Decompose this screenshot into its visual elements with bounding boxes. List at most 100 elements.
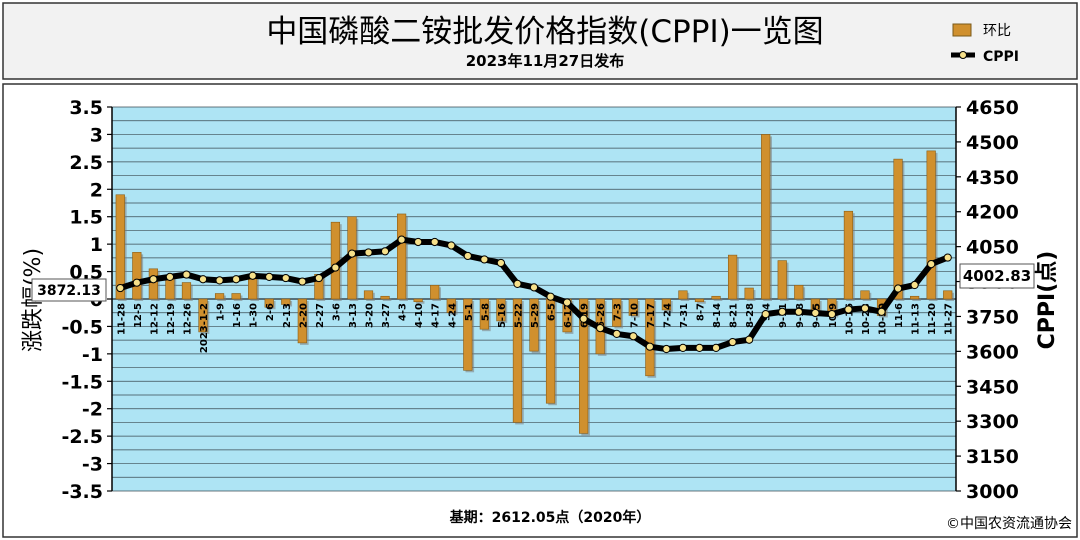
cppi-point bbox=[298, 277, 307, 286]
cppi-point bbox=[215, 276, 224, 285]
right-tick-label: 4350 bbox=[966, 167, 1019, 189]
right-tick-label: 3450 bbox=[966, 376, 1019, 398]
cppi-point bbox=[281, 273, 290, 283]
cppi-point bbox=[546, 292, 555, 301]
bar bbox=[281, 298, 291, 305]
right-axis-label: CPPI(点) bbox=[1034, 251, 1060, 350]
x-tick-label: 3-13 bbox=[348, 303, 359, 328]
legend-swatch-bar bbox=[952, 23, 972, 37]
x-tick-label: 4-17 bbox=[431, 303, 442, 328]
x-tick-labels: 11-28 12-5 12-12 12-19 12-26 2023-1-2 1-9 1-16 1… bbox=[116, 303, 954, 353]
publish-date: 2023年11月27日发布 bbox=[466, 52, 625, 70]
left-tick-label: 2 bbox=[90, 179, 103, 201]
x-tick-label: 2-13 bbox=[282, 303, 293, 328]
x-tick-label: 12-12 bbox=[149, 303, 160, 335]
x-tick-label: 5-16 bbox=[497, 303, 508, 328]
bar bbox=[661, 298, 671, 311]
right-tick-label: 3600 bbox=[966, 341, 1019, 363]
bar bbox=[330, 221, 341, 300]
bar bbox=[926, 150, 936, 300]
header-panel bbox=[2, 2, 1078, 80]
cppi-point bbox=[331, 263, 340, 272]
x-tick-label: 7-3 bbox=[613, 303, 624, 321]
left-tick-label: -3 bbox=[82, 454, 103, 476]
x-tick-label: 8-21 bbox=[729, 303, 740, 328]
x-tick-label: 10-16 bbox=[844, 303, 855, 335]
right-tick-label: 3750 bbox=[966, 306, 1019, 328]
x-tick-label: 10-30 bbox=[878, 303, 889, 335]
bar bbox=[645, 298, 655, 377]
cppi-point bbox=[612, 329, 621, 339]
right-tick-label: 4050 bbox=[966, 237, 1019, 259]
cppi-point bbox=[347, 249, 357, 258]
legend: 环比 CPPI bbox=[951, 23, 1019, 65]
x-tick-label: 12-19 bbox=[166, 303, 177, 335]
bar bbox=[430, 284, 440, 300]
cppi-point bbox=[529, 283, 539, 292]
bar bbox=[628, 298, 638, 316]
cppi-point bbox=[778, 307, 787, 316]
x-tick-label: 4-10 bbox=[414, 303, 425, 328]
end-value-label: 4002.83 bbox=[963, 267, 1031, 285]
bar bbox=[397, 213, 407, 300]
bar bbox=[413, 298, 423, 303]
x-tick-label: 2023-1-2 bbox=[199, 303, 210, 353]
bar-shadow bbox=[382, 298, 392, 301]
left-tick-label: 3 bbox=[90, 124, 103, 146]
cppi-point bbox=[827, 310, 836, 319]
start-value-label: 3872.13 bbox=[37, 283, 101, 299]
left-tick-label: 0.5 bbox=[69, 262, 103, 284]
cppi-point bbox=[132, 278, 141, 287]
legend-label-bar: 环比 bbox=[983, 23, 1011, 39]
cppi-point bbox=[877, 307, 886, 316]
x-tick-label: 1-16 bbox=[232, 303, 243, 328]
bar bbox=[115, 194, 125, 300]
cppi-point bbox=[844, 305, 853, 314]
x-tick-label: 3-6 bbox=[331, 303, 342, 321]
cppi-point bbox=[513, 279, 522, 288]
bar-shadow bbox=[415, 301, 425, 304]
left-tick-label: -2.5 bbox=[61, 426, 103, 448]
legend-swatch-marker bbox=[959, 51, 967, 59]
bar bbox=[512, 298, 523, 423]
cppi-point bbox=[579, 314, 588, 323]
x-tick-label: 8-14 bbox=[712, 303, 723, 328]
cppi-point bbox=[116, 283, 125, 293]
x-tick-label: 8-28 bbox=[745, 303, 756, 328]
bar-shadow bbox=[912, 298, 921, 301]
cppi-point bbox=[480, 255, 489, 264]
x-tick-label: 4-24 bbox=[447, 303, 458, 328]
cppi-point bbox=[943, 253, 952, 262]
x-tick-label: 6-26 bbox=[596, 303, 607, 328]
bar bbox=[794, 284, 804, 300]
bar bbox=[612, 298, 622, 327]
x-tick-label: 12-26 bbox=[182, 303, 193, 335]
bar-shadow bbox=[697, 301, 706, 304]
bar bbox=[132, 252, 142, 300]
right-tick-label: 4200 bbox=[966, 202, 1019, 224]
left-tick-label: 2.5 bbox=[69, 152, 103, 174]
bar bbox=[744, 287, 754, 300]
left-tick-label: -2 bbox=[82, 399, 103, 421]
x-tick-label: 2-27 bbox=[315, 303, 326, 328]
left-tick-label: -1 bbox=[82, 344, 103, 366]
left-tick-label: -3.5 bbox=[61, 481, 103, 503]
bar bbox=[777, 260, 787, 300]
x-tick-label: 3-20 bbox=[365, 303, 376, 328]
bar bbox=[579, 298, 589, 434]
cppi-point bbox=[314, 273, 323, 283]
right-tick-label: 4500 bbox=[966, 132, 1019, 154]
x-tick-label: 5-29 bbox=[530, 303, 541, 328]
bar bbox=[380, 295, 390, 300]
left-tick-label: 3.5 bbox=[69, 97, 103, 119]
bar bbox=[297, 298, 307, 344]
bar-shadow bbox=[713, 298, 723, 301]
right-tick-label: 3000 bbox=[966, 481, 1019, 503]
x-tick-label: 11-20 bbox=[927, 303, 938, 335]
left-tick-label: 1 bbox=[90, 234, 103, 256]
cppi-point bbox=[414, 237, 423, 247]
x-tick-label: 11-28 bbox=[116, 303, 127, 335]
cppi-point bbox=[629, 332, 638, 341]
bar bbox=[727, 254, 738, 300]
